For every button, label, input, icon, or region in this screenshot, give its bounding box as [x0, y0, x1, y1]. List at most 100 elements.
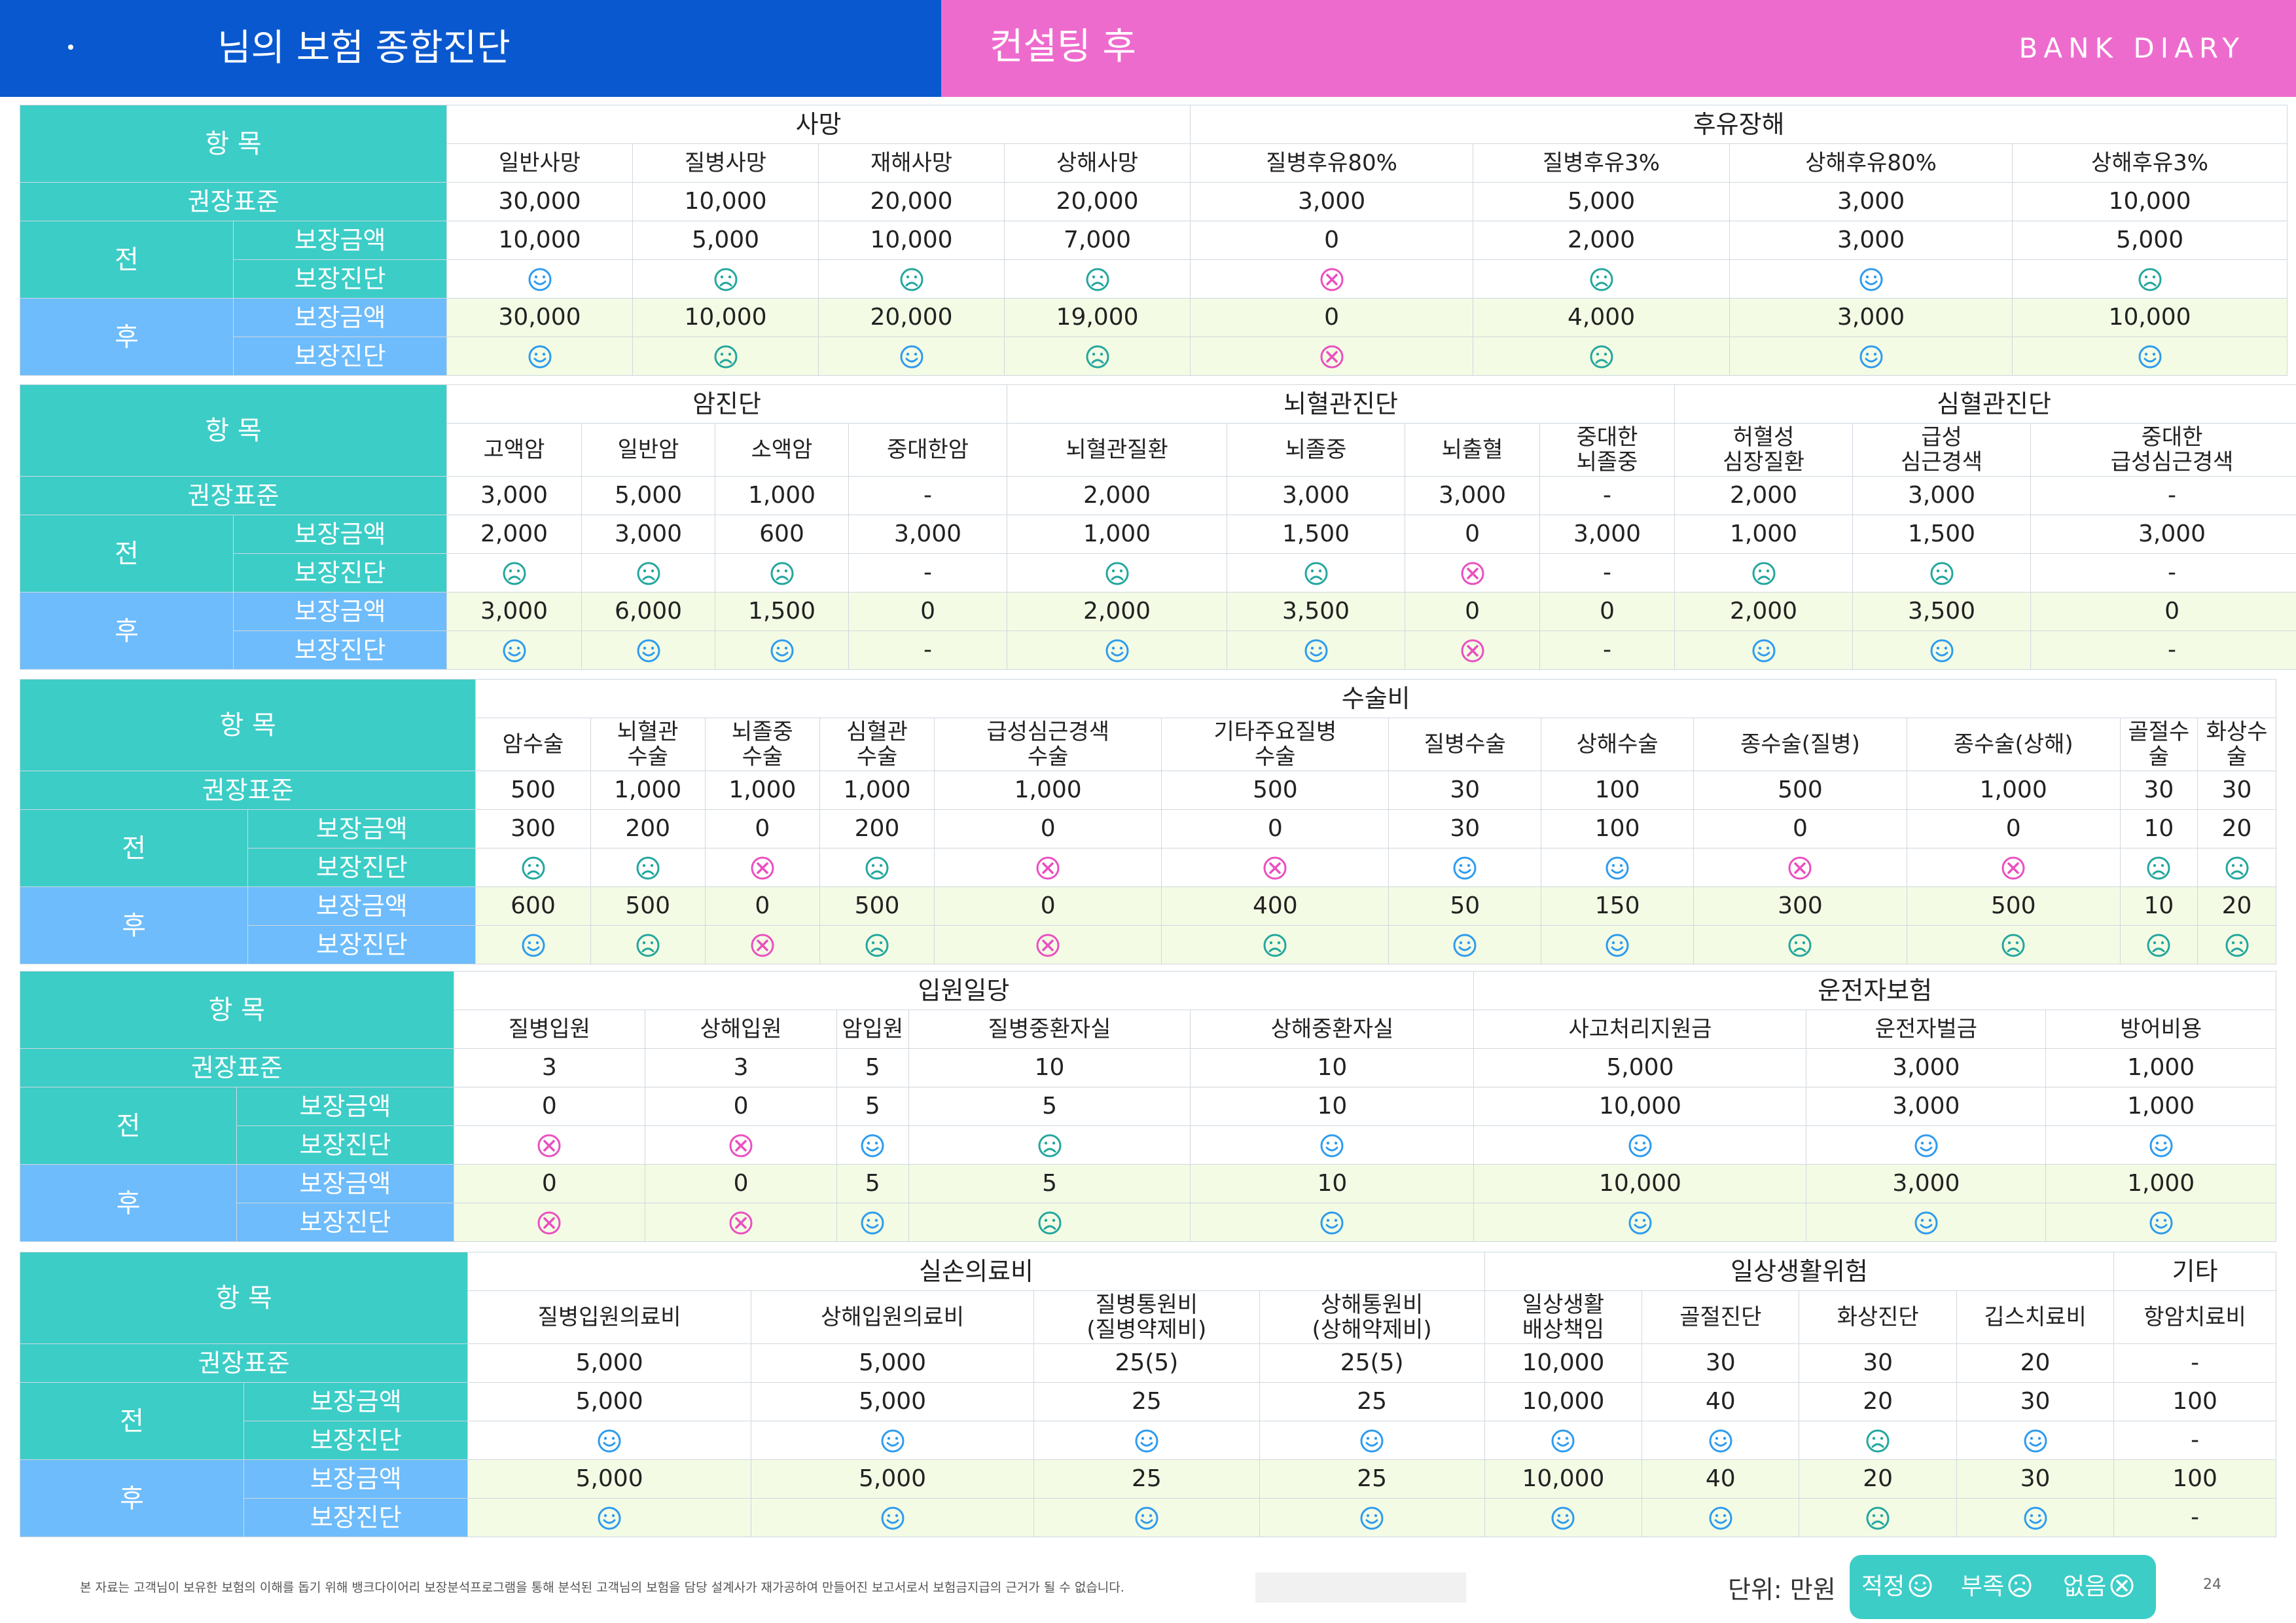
recommended-value: 10	[1190, 1048, 1475, 1087]
coverage-item: 뇌혈관질환	[1007, 423, 1228, 477]
frown-icon	[2225, 856, 2249, 879]
after-diagnosis-value	[934, 925, 1162, 964]
recommended-value: 5,000	[581, 476, 716, 515]
before-diagnosis-value	[818, 259, 1005, 299]
after-diagnosis-value	[836, 1203, 909, 1242]
x-circle-icon	[2001, 856, 2025, 879]
recommended-value: 100	[1541, 771, 1695, 810]
after-amount-value: 20	[1799, 1459, 1957, 1499]
after-diagnosis-value	[1161, 925, 1390, 964]
coverage-item: 상해통원비 (상해약제비)	[1259, 1290, 1485, 1344]
coverage-item: 상해후유3%	[2012, 143, 2288, 183]
after-amount-value: 20	[2197, 886, 2276, 926]
before-amount-value: 2,000	[446, 515, 583, 554]
page-header: 님의 보험 종합진단 컨설팅 후 BANK DIARY	[0, 0, 2296, 97]
coverage-item: 일반사망	[446, 143, 634, 183]
after-amount-value: 0	[1405, 592, 1541, 631]
before-diagnosis-value	[1906, 848, 2121, 887]
x-circle-icon	[751, 856, 774, 879]
after-diagnosis-value	[446, 337, 634, 376]
after-amount-value: 0	[2030, 592, 2296, 631]
recommended-value: 1,000	[1906, 771, 2121, 810]
group-header: 일상생활위험	[1484, 1252, 2115, 1291]
after-amount-value: 3,000	[1729, 298, 2013, 337]
before-amount-value: 10	[2119, 809, 2198, 848]
coverage-item: 종수술(질병)	[1693, 718, 1907, 771]
after-diagnosis-value	[1729, 337, 2013, 376]
before-amount-value: 1,000	[1674, 515, 1854, 554]
after-amount-value: 50	[1388, 886, 1542, 926]
coverage-item: 골절수술	[2119, 718, 2198, 771]
smile-icon	[1304, 639, 1328, 662]
before-diagnosis-value	[1806, 1125, 2047, 1165]
coverage-item: 운전자벌금	[1806, 1010, 2047, 1049]
coverage-item: 중대한 뇌졸중	[1539, 423, 1676, 477]
after-diagnosis-value	[467, 1498, 751, 1537]
before-diagnosis-value	[581, 553, 716, 593]
item-header: 항 목	[20, 971, 454, 1049]
smile-icon	[900, 345, 924, 368]
coverage-item: 뇌졸중 수술	[704, 718, 820, 771]
coverage-item: 급성 심근경색	[1852, 423, 2032, 477]
before-amount-value: 7,000	[1004, 221, 1191, 260]
recommended-label: 권장표준	[19, 771, 476, 810]
before-diagnosis-value	[750, 1421, 1035, 1460]
before-amount-value: 20	[2197, 809, 2276, 848]
before-amount-value: 25	[1259, 1382, 1485, 1421]
coverage-item: 뇌졸중	[1227, 423, 1406, 477]
after-diagnosis-label: 보장진단	[243, 1498, 469, 1537]
frown-icon	[1086, 268, 1109, 291]
legend-label: 부족	[1961, 1573, 2005, 1600]
header-right-band	[941, 0, 2296, 97]
after-amount-value: 5,000	[467, 1459, 751, 1499]
before-diagnosis-value	[446, 553, 583, 593]
before-diagnosis-value	[1004, 259, 1191, 299]
recommended-value: 20,000	[1004, 182, 1191, 221]
after-diagnosis-value	[453, 1203, 646, 1242]
smile-icon	[1859, 268, 1883, 291]
legend-item: 부족	[1961, 1572, 2033, 1602]
recommended-value: 2,000	[1007, 476, 1228, 515]
item-header: 항 목	[19, 384, 448, 477]
after-amount-value: 1,500	[715, 592, 850, 631]
after-diagnosis-value	[1956, 1498, 2115, 1537]
after-diagnosis-label: 보장진단	[236, 1203, 454, 1242]
smile-icon	[1605, 934, 1629, 957]
before-amount-label: 보장금액	[232, 515, 448, 554]
coverage-item: 고액암	[446, 423, 583, 477]
after-amount-value: 3,500	[1852, 592, 2032, 631]
after-amount-value: 10,000	[632, 298, 819, 337]
coverage-item: 상해중환자실	[1190, 1010, 1475, 1049]
before-amount-value: 3,000	[1539, 515, 1676, 554]
frown-icon	[1590, 345, 1613, 368]
after-diagnosis-value	[1852, 630, 2032, 670]
coverage-item: 일반암	[581, 423, 716, 477]
frown-icon	[865, 856, 889, 879]
after-amount-value: 5	[836, 1164, 909, 1203]
x-circle-icon	[1320, 345, 1344, 368]
after-diagnosis-value	[632, 337, 819, 376]
before-amount-value: 10,000	[818, 221, 1005, 260]
legend-item: 없음	[2063, 1572, 2135, 1602]
before-amount-label: 보장금액	[236, 1087, 454, 1126]
after-amount-value: 500	[590, 886, 706, 926]
after-amount-value: 0	[1539, 592, 1676, 631]
frown-icon	[2138, 268, 2162, 291]
before-amount-value: 5,000	[467, 1382, 751, 1421]
coverage-item: 상해수술	[1541, 718, 1695, 771]
after-amount-value: 0	[453, 1164, 646, 1203]
smile-icon	[1628, 1211, 1652, 1234]
group-header: 뇌혈관진단	[1007, 384, 1676, 424]
before-amount-value: 10,000	[1484, 1382, 1643, 1421]
smile-icon	[1628, 1134, 1652, 1157]
before-amount-value: 2,000	[1473, 221, 1731, 260]
coverage-item: 소액암	[715, 423, 850, 477]
after-amount-value: 6,000	[581, 592, 716, 631]
before-diagnosis-value	[1729, 259, 2013, 299]
before-amount-value: 1,000	[1007, 515, 1228, 554]
after-amount-value: 600	[475, 886, 591, 926]
coverage-table: 항 목 암진단 뇌혈관진단 심혈관진단 고액암 일반암 소액암 중대한암 뇌혈관질환 뇌졸중 뇌출혈…	[19, 384, 2296, 670]
coverage-item: 허혈성 심장질환	[1674, 423, 1854, 477]
after-amount-label: 보장금액	[236, 1164, 454, 1203]
coverage-table: 항 목 수술비 암수술 뇌혈관 수술 뇌졸중 수술 심혈관 수술 급성심근경색 수술 기타주요질병 수술…	[19, 679, 2276, 964]
